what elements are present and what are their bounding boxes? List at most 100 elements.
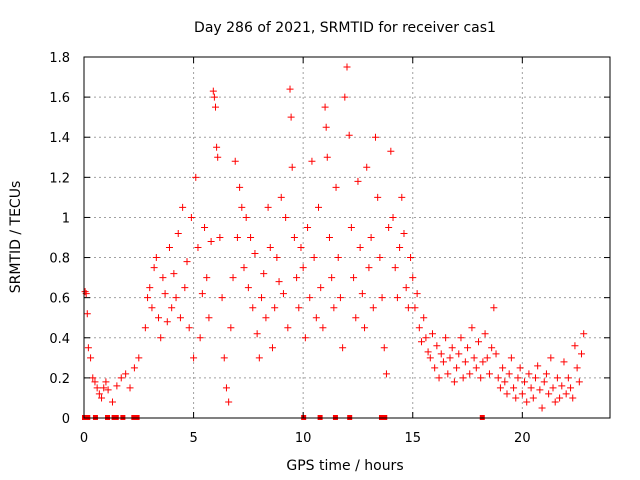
data-point: [271, 304, 279, 312]
data-point: [249, 304, 257, 312]
data-point: [319, 324, 327, 332]
x-tick-label: 5: [189, 431, 197, 446]
data-point: [494, 374, 502, 382]
y-tick-label: 1.2: [49, 171, 70, 186]
data-point: [361, 324, 369, 332]
data-point: [481, 330, 489, 338]
data-point: [339, 344, 347, 352]
data-point: [501, 378, 509, 386]
data-point: [531, 374, 539, 382]
data-point: [262, 314, 270, 322]
data-point: [385, 223, 393, 231]
data-point: [428, 330, 436, 338]
data-point: [260, 270, 268, 278]
data-point: [293, 274, 301, 282]
data-point: [157, 334, 165, 342]
data-point: [514, 374, 522, 382]
y-tick-label: 1: [62, 211, 70, 226]
data-point: [299, 264, 307, 272]
data-point: [163, 318, 171, 326]
data-point: [83, 310, 91, 318]
data-point: [253, 330, 261, 338]
data-point: [135, 354, 143, 362]
data-point: [287, 113, 295, 121]
data-point: [389, 213, 397, 221]
data-point: [527, 384, 535, 392]
y-tick-label: 0: [62, 412, 70, 427]
data-point: [341, 93, 349, 101]
data-point: [122, 370, 130, 378]
data-point: [503, 390, 511, 398]
data-point: [225, 398, 233, 406]
data-point: [479, 358, 487, 366]
data-point: [201, 223, 209, 231]
data-point: [461, 358, 469, 366]
data-point: [521, 378, 529, 386]
data-point: [297, 244, 305, 252]
data-point: [396, 244, 404, 252]
data-point: [196, 334, 204, 342]
data-point: [571, 342, 579, 350]
data-point: [91, 378, 99, 386]
data-point: [538, 404, 546, 412]
data-point: [369, 304, 377, 312]
data-point: [209, 87, 217, 95]
data-point: [126, 384, 134, 392]
data-point: [420, 314, 428, 322]
data-point: [468, 324, 476, 332]
data-point: [117, 374, 125, 382]
data-point: [264, 203, 272, 211]
data-point: [393, 294, 401, 302]
data-point: [174, 229, 182, 237]
data-point: [422, 334, 430, 342]
data-point: [155, 314, 163, 322]
data-point: [387, 147, 395, 155]
data-point: [446, 354, 454, 362]
data-point: [560, 358, 568, 366]
data-point: [466, 370, 474, 378]
data-point: [268, 344, 276, 352]
data-point: [435, 374, 443, 382]
chart-title: Day 286 of 2021, SRMTID for receiver cas…: [194, 20, 496, 36]
data-point: [301, 334, 309, 342]
data-point: [553, 374, 561, 382]
data-point: [161, 290, 169, 298]
data-point: [244, 284, 252, 292]
data-point: [315, 203, 323, 211]
data-point: [100, 384, 108, 392]
data-point: [304, 223, 312, 231]
x-tick-label: 20: [514, 431, 531, 446]
data-point: [464, 344, 472, 352]
data-point: [328, 274, 336, 282]
data-point: [551, 398, 559, 406]
data-point: [402, 284, 410, 292]
data-point: [152, 254, 160, 262]
data-point: [431, 364, 439, 372]
data-point: [159, 274, 167, 282]
data-point: [472, 364, 480, 372]
data-point: [363, 163, 371, 171]
data-point: [382, 370, 390, 378]
data-point: [350, 274, 358, 282]
data-point: [233, 234, 241, 241]
data-point: [483, 354, 491, 362]
data-point: [108, 398, 116, 406]
data-point: [332, 183, 340, 191]
data-point: [336, 294, 344, 302]
data-point: [367, 234, 375, 241]
data-point: [547, 354, 555, 362]
data-point: [98, 394, 106, 402]
data-point: [141, 324, 149, 332]
data-point: [227, 324, 235, 332]
data-point: [578, 350, 586, 358]
y-tick-label: 0.8: [49, 252, 70, 267]
data-point: [216, 234, 224, 241]
data-point: [310, 254, 318, 262]
data-point: [507, 354, 515, 362]
data-point: [343, 63, 351, 71]
y-tick-labels: 0 0.2 0.4 0.6 0.8 1 1.2 1.4 1.6 1.8: [49, 51, 70, 427]
axis-ticks: [83, 56, 610, 419]
data-point: [334, 254, 342, 262]
data-point: [569, 394, 577, 402]
data-point: [218, 294, 226, 302]
